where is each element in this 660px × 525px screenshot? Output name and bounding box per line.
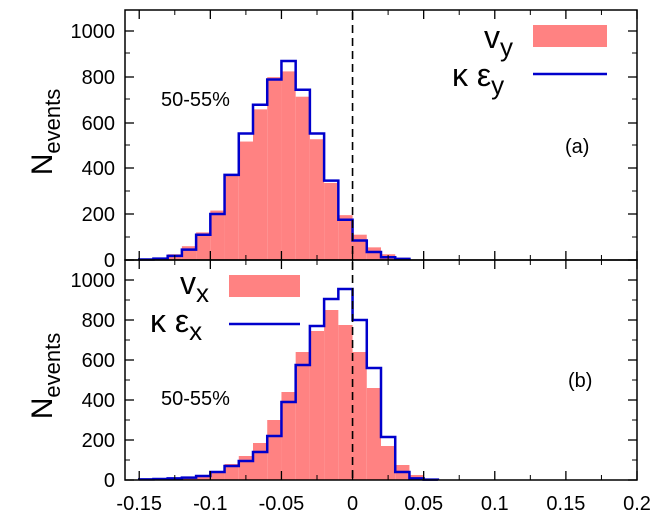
xtick-label: 0.1 — [481, 493, 509, 515]
bar-vy-9 — [267, 77, 282, 261]
legend-label: vy — [484, 19, 513, 62]
ytick-label: 600 — [82, 350, 115, 372]
bar-vy-13 — [324, 182, 339, 260]
plot-frame — [124, 259, 638, 481]
centrality-label: 50-55% — [161, 388, 230, 410]
bar-vx-8 — [253, 443, 268, 480]
bar-vx-11 — [295, 352, 310, 480]
legend-label-main: v — [180, 265, 196, 301]
step-line-0 — [137, 59, 411, 261]
bar-vy-14 — [338, 215, 353, 260]
legend-label: vx — [180, 265, 209, 308]
legend-label-sub: y — [500, 32, 513, 62]
bar-vx-15 — [352, 352, 367, 480]
legend-swatch-fill — [229, 275, 300, 297]
ytick-label: 1000 — [71, 21, 116, 43]
legend-label-main: v — [484, 19, 500, 55]
bar-vx-10 — [281, 392, 296, 480]
xtick-label: 0.05 — [404, 493, 443, 515]
bar-vx-4 — [196, 475, 211, 480]
y-axis-label-main: N — [26, 398, 59, 420]
bar-vy-16 — [366, 247, 381, 260]
ytick-label: 0 — [104, 250, 115, 272]
xtick-label: -0.1 — [193, 493, 227, 515]
xtick-label: 0.15 — [546, 493, 585, 515]
legend-label: κ εy — [452, 57, 504, 100]
bar-vy-12 — [309, 139, 325, 260]
legend-swatch-fill — [533, 25, 607, 47]
xtick-label: -0.15 — [116, 493, 162, 515]
y-axis-label-sub: events — [40, 89, 65, 154]
step-line-1 — [137, 287, 440, 481]
legend-label-main: κ ε — [150, 303, 189, 339]
bar-vy-6 — [224, 174, 239, 260]
centrality-label: 50-55% — [161, 89, 230, 111]
y-axis-label-sub: events — [40, 333, 65, 398]
bar-vy-10 — [281, 71, 296, 261]
bar-vy-15 — [352, 234, 367, 260]
bar-vy-7 — [238, 141, 253, 260]
legend-label-main: κ ε — [452, 57, 491, 93]
bar-vy-11 — [295, 96, 310, 260]
bar-vy-3 — [181, 246, 197, 260]
ytick-label: 400 — [82, 390, 115, 412]
ytick-label: 1000 — [71, 270, 116, 292]
bar-vx-6 — [224, 464, 239, 480]
xtick-label: -0.05 — [259, 493, 305, 515]
panel-label: (a) — [565, 136, 589, 158]
bar-vx-14 — [338, 325, 353, 480]
ytick-label: 400 — [82, 158, 115, 180]
ytick-label: 200 — [82, 204, 115, 226]
bar-vx-16 — [366, 388, 381, 480]
xtick-label: 0.2 — [623, 493, 651, 515]
panel-label: (b) — [568, 370, 592, 392]
plot-frame — [124, 9, 638, 261]
legend-label-sub: x — [196, 278, 209, 308]
bar-vx-12 — [309, 331, 325, 480]
legend-label: κ εx — [150, 303, 202, 346]
xtick-label: 0 — [347, 493, 358, 515]
bar-vx-9 — [267, 420, 282, 480]
ytick-label: 600 — [82, 113, 115, 135]
bar-vy-4 — [196, 232, 211, 260]
y-axis-label-main: N — [26, 154, 59, 176]
bar-vy-8 — [253, 109, 268, 260]
bar-vx-13 — [324, 310, 339, 480]
ytick-label: 200 — [82, 430, 115, 452]
legend-label-sub: x — [189, 316, 202, 346]
y-axis-label: Nevents — [26, 89, 65, 176]
ytick-label: 800 — [82, 67, 115, 89]
y-axis-label: Nevents — [26, 333, 65, 420]
panel-b: 0 200 400 600 800 1000 -0.15 -0.1 -0.05 0 0.05 0.1 0… — [26, 259, 651, 515]
bar-vy-5 — [210, 210, 225, 260]
legend-label-sub: y — [491, 70, 504, 100]
ytick-label: 0 — [104, 470, 115, 492]
bar-vx-5 — [210, 471, 225, 480]
bar-vx-17 — [381, 446, 396, 480]
ytick-label: 800 — [82, 310, 115, 332]
